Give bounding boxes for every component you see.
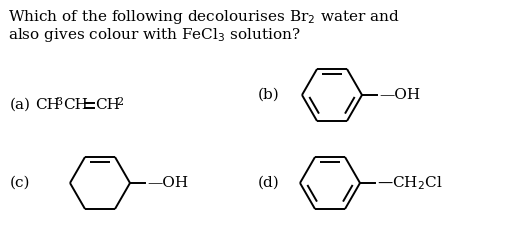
Text: also gives colour with FeCl$_3$ solution?: also gives colour with FeCl$_3$ solution… <box>8 26 300 44</box>
Text: CH: CH <box>95 98 120 112</box>
Text: 3: 3 <box>55 97 62 107</box>
Text: (c): (c) <box>10 176 30 190</box>
Text: CH: CH <box>63 98 88 112</box>
Text: (b): (b) <box>258 88 279 102</box>
Text: CH: CH <box>35 98 60 112</box>
Text: Which of the following decolourises Br$_2$ water and: Which of the following decolourises Br$_… <box>8 8 399 26</box>
Text: —OH: —OH <box>147 176 188 190</box>
Text: 2: 2 <box>116 97 123 107</box>
Text: —OH: —OH <box>378 88 419 102</box>
Text: (a): (a) <box>10 98 31 112</box>
Text: —CH$_2$Cl: —CH$_2$Cl <box>376 174 442 192</box>
Text: (d): (d) <box>258 176 279 190</box>
